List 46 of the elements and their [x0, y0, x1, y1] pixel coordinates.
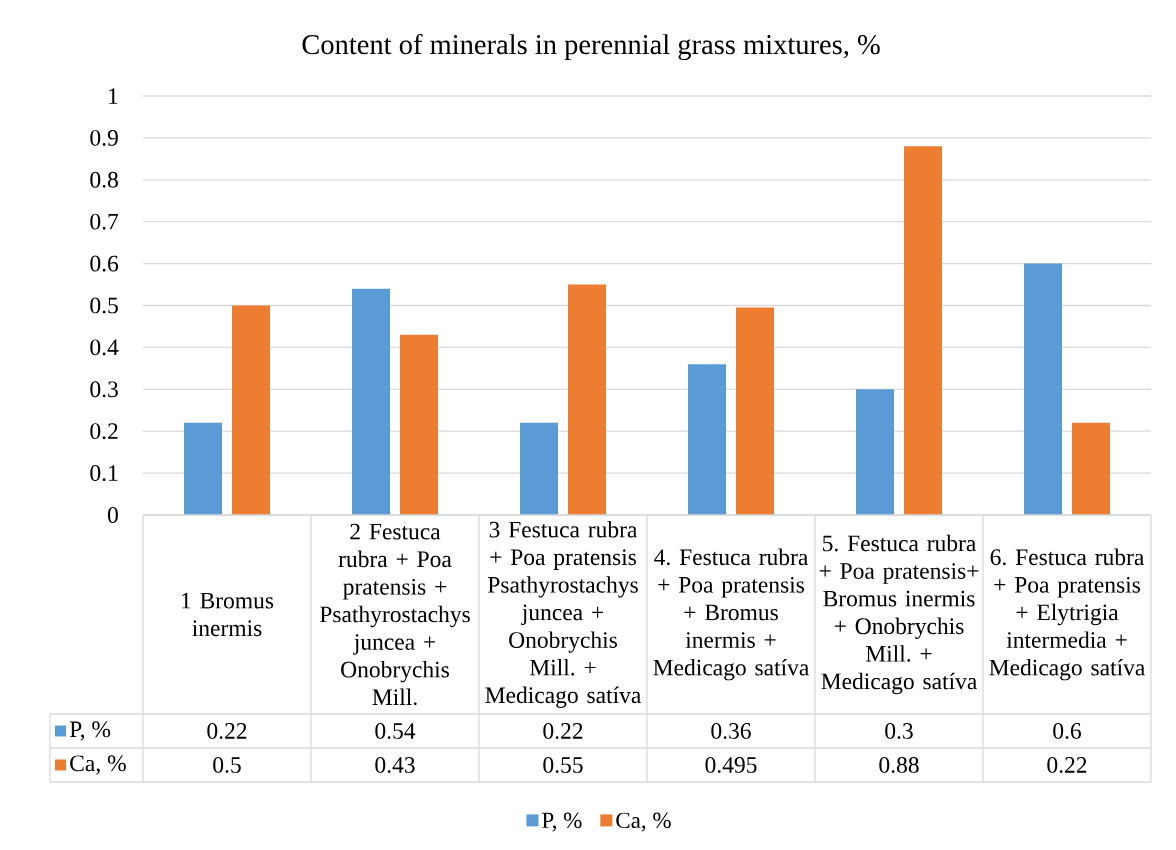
text: Ca, % — [616, 812, 671, 832]
y-tick-label: 0.5 — [90, 297, 118, 314]
bar — [904, 146, 942, 515]
x-tick-label: 5. Festuca rubra + Poa pratensis+Bromus inermis + Onobrychis Mill. + Medicago satíva — [819, 534, 979, 695]
y-tick-label: 0.8 — [90, 171, 118, 188]
y-tick-label: 0.9 — [90, 129, 118, 146]
y-tick-label: 1 — [109, 88, 118, 104]
bar — [736, 307, 774, 515]
x-tick-label: 2 Festuca rubra + Poa pratensis + Psathyrostachys juncea + Onobrychis Mill. — [319, 523, 470, 706]
text: P, % — [542, 812, 582, 832]
x-tick-label: 1 Bromus inermis — [182, 592, 274, 637]
data-label: 0.22 — [543, 723, 583, 739]
y-tick-label: 0.3 — [90, 381, 118, 398]
y-tick-label: 0.1 — [90, 465, 118, 482]
data-label: 0.54 — [375, 723, 416, 739]
y-tick-label: 0.4 — [90, 339, 119, 356]
bar — [352, 288, 390, 515]
y-tick-label: 0 — [107, 507, 118, 523]
bar — [688, 364, 726, 515]
data-label: 0.88 — [879, 757, 919, 773]
data-label: 0.22 — [207, 723, 247, 739]
bar — [400, 334, 438, 515]
data-label: 0.36 — [711, 723, 751, 739]
y-tick-label: 0.6 — [90, 255, 119, 272]
bar — [856, 389, 894, 515]
bar — [184, 422, 222, 515]
data-label: 0.495 — [705, 757, 757, 773]
data-label: 0.5 — [213, 757, 241, 773]
data-label: 0.6 — [1053, 723, 1081, 739]
legend-label: Ca, % — [70, 755, 126, 775]
data-label: 0.3 — [885, 723, 913, 739]
y-tick-label: 0.7 — [90, 213, 119, 230]
data-label: 0.55 — [543, 757, 583, 773]
y-tick-label: 0.2 — [90, 423, 118, 440]
x-tick-label: 4. Festuca rubra + Poa pratensis + Bromus inermis + Medicago satíva — [653, 548, 809, 681]
bar — [232, 305, 270, 515]
legend-label: P, % — [69, 721, 111, 741]
data-label: 0.43 — [375, 757, 415, 773]
bar — [1024, 263, 1062, 515]
x-tick-label: 6. Festuca rubra + Poa pratensis + Elytrigia intermedia + Medicago satíva — [989, 548, 1145, 681]
data-label: 0.22 — [1047, 757, 1087, 773]
bar — [1072, 422, 1110, 515]
bar — [568, 284, 606, 515]
bar — [520, 422, 559, 515]
x-tick-label: 3 Festuca rubra + Poa pratensis Psathyrostachys juncea + Onobrychis Mill. + Medicago satíva — [485, 521, 641, 708]
chart-title: Content of minerals in perennial grass mixtures, % — [302, 33, 880, 61]
